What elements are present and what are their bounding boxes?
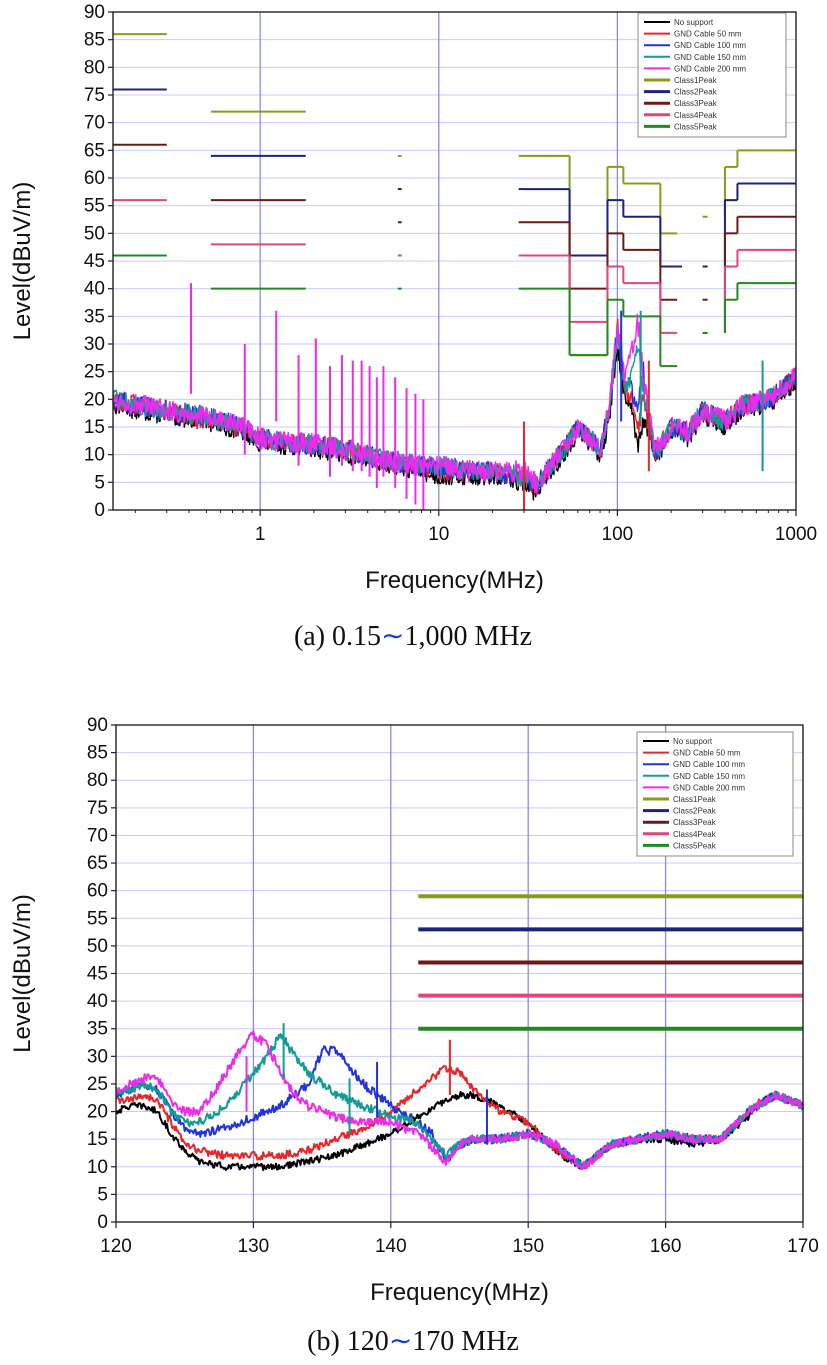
- y-tick-label: 0: [97, 1212, 108, 1233]
- peaks: [245, 1023, 488, 1145]
- y-tick-label: 45: [87, 964, 108, 985]
- y-tick-label: 25: [84, 362, 105, 383]
- y-tick-label: 0: [94, 500, 105, 521]
- x-tick-label: 170: [787, 1236, 819, 1257]
- series-line-4: [115, 1030, 804, 1171]
- y-tick-label: 55: [87, 908, 108, 929]
- series: [112, 313, 797, 501]
- caption-b-tilde: ∼: [389, 1326, 412, 1357]
- y-tick-label: 35: [87, 1019, 108, 1040]
- caption-b-prefix: (b) 120: [307, 1326, 389, 1357]
- caption-a: (a) 0.15∼1,000 MHz: [294, 621, 532, 652]
- y-tick-label: 75: [84, 85, 105, 106]
- y-tick-label: 60: [87, 881, 108, 902]
- y-tick-label: 20: [87, 1102, 108, 1123]
- limit-lines: [418, 894, 803, 1031]
- legend-label: Class3Peak: [674, 99, 718, 108]
- caption-a-suffix: 1,000 MHz: [405, 621, 533, 652]
- y-tick-label: 45: [84, 251, 105, 272]
- y-tick-label: 85: [87, 743, 108, 764]
- caption-a-tilde: ∼: [381, 621, 404, 652]
- legend: No support GND Cable 50 mm GND Cable 100 m…: [636, 731, 794, 857]
- x-tick-label: 140: [375, 1236, 407, 1257]
- y-tick-label: 50: [87, 936, 108, 957]
- legend-label: Class3Peak: [673, 818, 717, 827]
- y-tick-label: 30: [84, 334, 105, 355]
- x-tick-label: 1000: [775, 524, 817, 545]
- y-tick-label: 15: [84, 417, 105, 438]
- y-tick-label: 90: [84, 2, 105, 23]
- legend-label: GND Cable 50 mm: [674, 30, 742, 39]
- x-tick-label: 150: [512, 1236, 544, 1257]
- legend-label: Class1Peak: [674, 76, 718, 85]
- y-tick-label: 90: [87, 715, 108, 736]
- x-axis: 1 10 100 1000: [134, 510, 817, 545]
- y-tick-label: 55: [84, 196, 105, 217]
- legend-label: Class4Peak: [674, 111, 718, 120]
- x-tick-label: 120: [100, 1236, 132, 1257]
- x-axis-label: Frequency(MHz): [370, 1279, 549, 1306]
- legend-label: No support: [673, 737, 713, 746]
- y-tick-label: 65: [84, 140, 105, 161]
- y-tick-label: 35: [84, 306, 105, 327]
- legend-label: Class5Peak: [674, 122, 718, 131]
- caption-b-suffix: 170 MHz: [412, 1326, 519, 1357]
- legend-label: GND Cable 50 mm: [673, 749, 741, 758]
- peaks: [189, 283, 764, 510]
- y-axis-label: Level(dBuV/m): [9, 894, 36, 1053]
- y-tick-label: 30: [87, 1046, 108, 1067]
- y-axis-label: Level(dBuV/m): [9, 182, 36, 341]
- x-tick-label: 10: [428, 524, 449, 545]
- y-tick-label: 50: [84, 223, 105, 244]
- y-tick-label: 60: [84, 168, 105, 189]
- y-tick-label: 70: [87, 825, 108, 846]
- legend-label: GND Cable 100 mm: [674, 41, 746, 50]
- series: [115, 1030, 804, 1172]
- caption-a-prefix: (a) 0.15: [294, 621, 381, 652]
- y-tick-label: 80: [87, 770, 108, 791]
- y-tick-label: 25: [87, 1074, 108, 1095]
- legend-label: Class4Peak: [673, 830, 717, 839]
- x-axis: 120 130 140 150 160 170: [100, 1222, 819, 1257]
- x-axis-label: Frequency(MHz): [365, 567, 544, 594]
- y-tick-label: 5: [97, 1184, 108, 1205]
- legend-label: GND Cable 200 mm: [673, 783, 745, 792]
- legend-label: Class1Peak: [673, 795, 717, 804]
- caption-b: (b) 120∼170 MHz: [307, 1326, 519, 1357]
- legend-label: Class2Peak: [673, 807, 717, 816]
- legend-label: Class2Peak: [674, 88, 718, 97]
- x-tick-label: 100: [602, 524, 634, 545]
- y-tick-label: 75: [87, 798, 108, 819]
- legend-label: Class5Peak: [673, 841, 717, 850]
- y-tick-label: 10: [84, 445, 105, 466]
- legend: No support GND Cable 50 mm GND Cable 100 m…: [637, 12, 787, 138]
- legend-label: GND Cable 150 mm: [674, 53, 746, 62]
- x-tick-label: 160: [650, 1236, 682, 1257]
- x-tick-label: 130: [238, 1236, 270, 1257]
- y-axis: 0 5 10 15 20 25 30 35 40 45 50 55 60 65 70 75 80 85 90: [84, 2, 113, 521]
- series-line-0: [115, 1091, 804, 1172]
- y-tick-label: 5: [94, 472, 105, 493]
- y-tick-label: 65: [87, 853, 108, 874]
- legend-label: GND Cable 200 mm: [674, 64, 746, 73]
- x-tick-label: 1: [255, 524, 266, 545]
- y-tick-label: 20: [84, 389, 105, 410]
- legend-label: GND Cable 100 mm: [673, 760, 745, 769]
- y-tick-label: 10: [87, 1157, 108, 1178]
- y-tick-label: 15: [87, 1129, 108, 1150]
- y-tick-label: 40: [87, 991, 108, 1012]
- limit-lines: [113, 33, 796, 368]
- y-tick-label: 40: [84, 279, 105, 300]
- legend-label: No support: [674, 18, 714, 27]
- y-axis: 0 5 10 15 20 25 30 35 40 45 50 55 60 65 70 75 80 85 90: [87, 715, 116, 1233]
- y-tick-label: 70: [84, 113, 105, 134]
- legend-label: GND Cable 150 mm: [673, 772, 745, 781]
- series-line-4: [112, 313, 797, 493]
- y-tick-label: 80: [84, 57, 105, 78]
- y-tick-label: 85: [84, 30, 105, 51]
